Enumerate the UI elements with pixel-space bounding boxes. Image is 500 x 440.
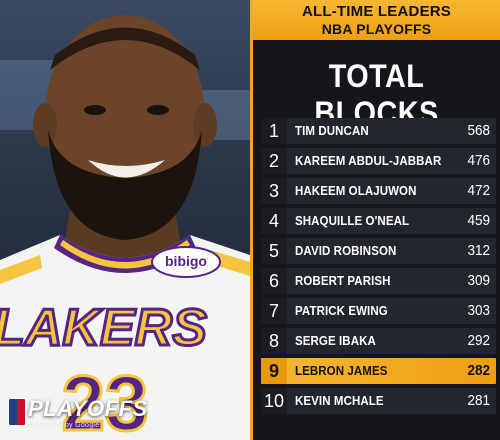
leader-name: KAREEM ABDUL-JABBAR [295, 154, 442, 168]
leader-row: 8 SERGE IBAKA 292 [261, 328, 496, 354]
leader-value: 472 [467, 182, 490, 199]
playoffs-brand: PLAYOFFS Presented by Google [8, 396, 158, 434]
leaderboard-panel: ALL-TIME LEADERS NBA PLAYOFFS TOTAL BLOC… [250, 0, 500, 440]
header-banner: ALL-TIME LEADERS NBA PLAYOFFS [253, 0, 500, 40]
leader-row: 7 PATRICK EWING 303 [261, 298, 496, 324]
brand-text: PLAYOFFS [28, 396, 148, 421]
leader-rank: 2 [261, 148, 287, 174]
leader-name: ROBERT PARISH [295, 274, 391, 288]
leader-value: 568 [467, 122, 490, 139]
leader-rank: 3 [261, 178, 287, 204]
leader-row: 2 KAREEM ABDUL-JABBAR 476 [261, 148, 496, 174]
leader-row: 10 KEVIN MCHALE 281 [261, 388, 496, 414]
leader-value: 282 [467, 362, 490, 379]
leader-name: SERGE IBAKA [295, 334, 376, 348]
leader-row: 9 LEBRON JAMES 282 [261, 358, 496, 384]
leader-name: KEVIN MCHALE [295, 394, 384, 408]
leaders-list: 1 TIM DUNCAN 568 2 KAREEM ABDUL-JABBAR 476 3 HA… [261, 118, 496, 418]
leader-rank: 8 [261, 328, 287, 354]
leader-row: 6 ROBERT PARISH 309 [261, 268, 496, 294]
leader-value: 312 [467, 242, 490, 259]
header-line-1: ALL-TIME LEADERS [301, 3, 452, 20]
leader-rank: 1 [261, 118, 287, 144]
leader-row: 3 HAKEEM OLAJUWON 472 [261, 178, 496, 204]
header-line-2: NBA PLAYOFFS [321, 21, 432, 37]
leader-value: 292 [467, 332, 490, 349]
leader-row: 4 SHAQUILLE O'NEAL 459 [261, 208, 496, 234]
leader-rank: 10 [261, 388, 287, 414]
nba-logo-icon [8, 398, 26, 426]
leader-rank: 9 [261, 358, 287, 384]
jersey-number: 23 [62, 359, 149, 440]
sponsor-text: bibigo [165, 253, 207, 269]
player-illustration: bibigo LAKERS 23 [0, 15, 250, 440]
player-photo: bibigo LAKERS 23 PLAYOFFS Presented by G… [0, 0, 250, 440]
leader-name: TIM DUNCAN [295, 124, 369, 138]
leader-name: HAKEEM OLAJUWON [295, 184, 417, 198]
leader-value: 459 [467, 212, 490, 229]
brand-subtext: Presented by Google [28, 422, 100, 429]
leader-rank: 5 [261, 238, 287, 264]
leader-name: LEBRON JAMES [295, 364, 388, 378]
leader-rank: 7 [261, 298, 287, 324]
leader-value: 309 [467, 272, 490, 289]
leader-name: SHAQUILLE O'NEAL [295, 214, 410, 228]
leader-name: PATRICK EWING [295, 304, 388, 318]
leader-value: 303 [467, 302, 490, 319]
leader-row: 1 TIM DUNCAN 568 [261, 118, 496, 144]
leader-rank: 4 [261, 208, 287, 234]
leader-rank: 6 [261, 268, 287, 294]
leader-value: 476 [467, 152, 490, 169]
jersey-team-text: LAKERS [0, 299, 207, 357]
leader-value: 281 [467, 392, 490, 409]
leader-row: 5 DAVID ROBINSON 312 [261, 238, 496, 264]
leader-name: DAVID ROBINSON [295, 244, 397, 258]
